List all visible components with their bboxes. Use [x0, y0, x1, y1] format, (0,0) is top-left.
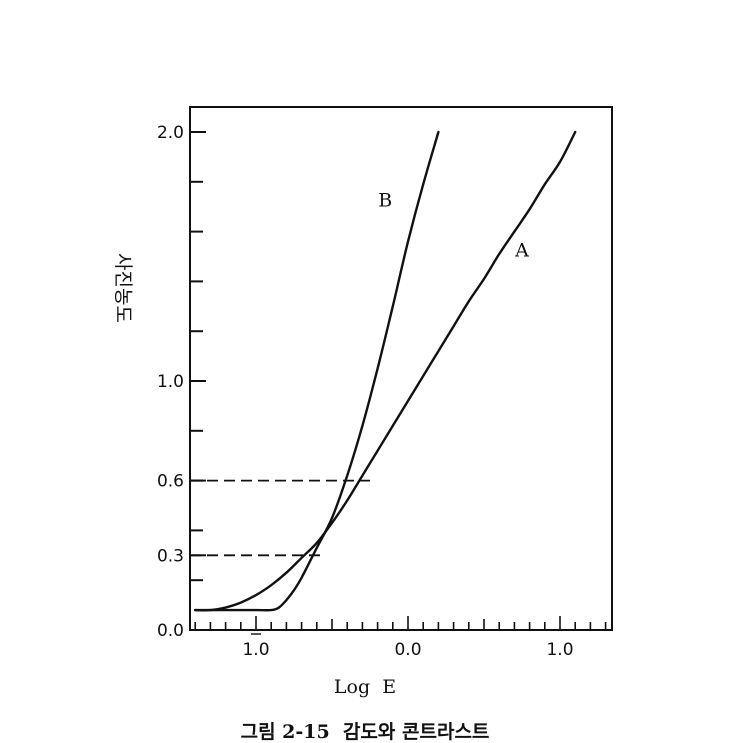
plot-frame — [189, 106, 613, 631]
curve-b — [194, 130, 440, 612]
y-tick-label: 1.0 — [157, 372, 184, 392]
plot-area: 0.0 0.3 0.6 1.0 2.0 1.0 0.0 1.0 A B — [157, 106, 613, 660]
y-tick-label: 0.0 — [157, 621, 184, 641]
curve-label-b: B — [378, 190, 392, 212]
x-tick-label: 1.0 — [242, 640, 269, 660]
x-axis-title: Log E — [334, 676, 396, 698]
y-axis-title: 사진농도 — [112, 253, 134, 323]
figure-caption: 그림 2-15 감도와 콘트라스트 — [241, 721, 490, 743]
x-tick-label: 0.0 — [394, 640, 421, 660]
curve-a — [194, 130, 577, 612]
y-tick-label: 0.6 — [157, 472, 184, 492]
x-tick-label: 1.0 — [546, 640, 573, 660]
curve-label-a: A — [514, 240, 529, 262]
y-tick-label: 0.3 — [157, 546, 184, 566]
y-tick-label: 2.0 — [157, 123, 184, 143]
